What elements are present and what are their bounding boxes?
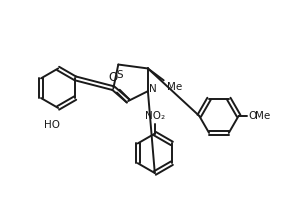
Text: NO₂: NO₂ <box>145 111 165 121</box>
Text: O: O <box>109 71 118 84</box>
Text: O: O <box>248 111 257 121</box>
Text: Me: Me <box>255 111 271 121</box>
Text: N: N <box>149 84 157 94</box>
Text: S: S <box>116 70 123 81</box>
Text: HO: HO <box>44 120 60 130</box>
Text: Me: Me <box>167 82 182 92</box>
